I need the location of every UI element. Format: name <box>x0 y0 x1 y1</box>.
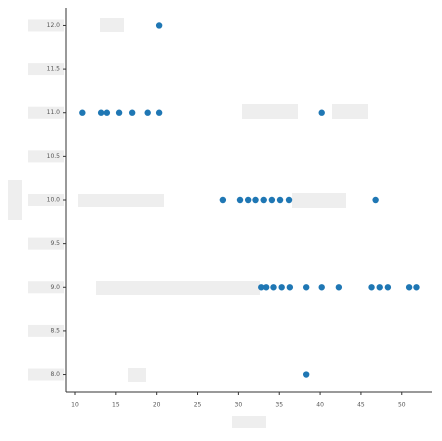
point <box>262 284 270 291</box>
y-tick-label-box <box>28 324 64 337</box>
point <box>376 284 383 291</box>
y-tick-label: 9.5 <box>50 240 60 247</box>
point <box>318 284 325 291</box>
point <box>260 196 267 204</box>
point <box>155 109 163 116</box>
annotation-box <box>128 368 146 382</box>
point <box>285 196 293 204</box>
y-tick-label-box <box>28 237 64 250</box>
point <box>278 284 285 291</box>
y-tick-label-box <box>28 368 64 381</box>
y-tick-label: 10.5 <box>47 153 61 160</box>
point <box>368 284 375 291</box>
point <box>252 196 259 204</box>
x-tick-label: 15 <box>112 402 120 409</box>
point <box>103 109 111 116</box>
x-tick-label: 30 <box>235 402 243 409</box>
y-tick-label: 10.0 <box>47 197 61 204</box>
annotation-box <box>96 281 260 295</box>
point <box>244 196 252 204</box>
point <box>268 196 276 204</box>
annotation-boxes <box>8 18 368 428</box>
x-tick-label: 50 <box>398 402 406 409</box>
point <box>128 109 136 116</box>
x-tick-label: 35 <box>275 402 283 409</box>
y-tick-label: 11.0 <box>47 109 61 116</box>
point <box>276 196 284 204</box>
annotation-box <box>100 18 124 32</box>
x-tick-label: 20 <box>153 402 161 409</box>
point <box>286 284 294 291</box>
y-tick-label-box <box>28 63 64 76</box>
x-tick-label: 40 <box>316 402 324 409</box>
point <box>270 284 277 291</box>
y-tick-label: 9.0 <box>50 284 60 291</box>
annotation-box <box>332 104 368 119</box>
point <box>405 284 413 291</box>
point <box>384 284 392 291</box>
y-axis-label-box <box>8 180 22 220</box>
point <box>219 196 227 204</box>
point <box>302 371 310 378</box>
x-tick-label: 10 <box>71 402 79 409</box>
point <box>115 109 123 116</box>
y-tick-label-box <box>28 194 64 206</box>
point <box>144 109 151 116</box>
x-axis-label-box <box>232 416 266 428</box>
point <box>302 284 310 291</box>
point <box>413 284 420 291</box>
point <box>318 109 325 116</box>
annotation-box <box>292 193 346 208</box>
x-tick-label: 25 <box>194 402 202 409</box>
point <box>79 109 86 116</box>
point <box>236 196 244 204</box>
y-tick-label: 8.5 <box>50 327 60 334</box>
y-tick-label-box <box>28 150 64 163</box>
point <box>335 284 343 291</box>
y-tick-label-box <box>28 19 64 32</box>
annotation-box <box>78 194 164 207</box>
point <box>372 196 379 204</box>
annotation-box <box>242 104 298 119</box>
point <box>97 109 105 116</box>
x-tick-label: 45 <box>357 402 365 409</box>
y-tick-label: 12.0 <box>47 22 61 29</box>
point <box>258 284 265 291</box>
y-tick-label-box <box>28 281 64 294</box>
point <box>155 22 163 29</box>
y-tick-label-box <box>28 106 64 119</box>
y-tick-label: 11.5 <box>47 66 61 73</box>
y-tick-label: 8.0 <box>50 371 60 378</box>
